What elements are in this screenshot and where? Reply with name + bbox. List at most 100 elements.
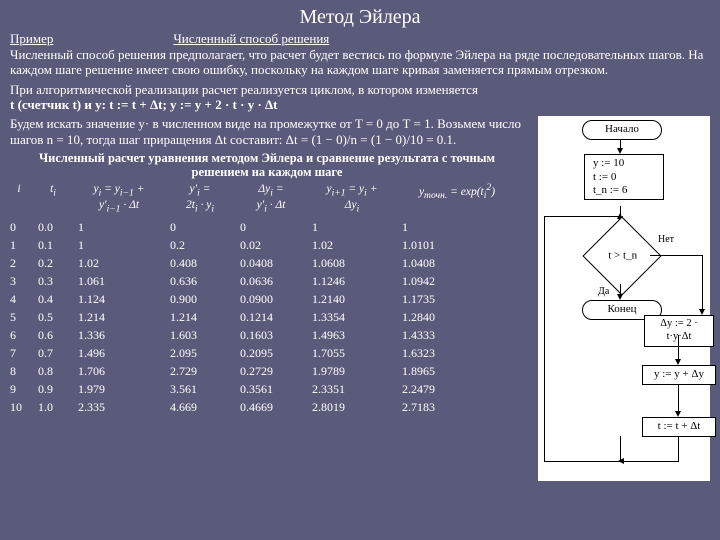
table-row: 00.010011	[10, 219, 522, 237]
cell: 0	[10, 219, 38, 237]
cell: 1.979	[78, 381, 170, 399]
method-label: Численный способ решения	[173, 31, 329, 47]
fc-step1: Δy := 2 · t·y·Δt	[644, 315, 714, 346]
table-row: 50.51.2141.2140.12141.33541.2840	[10, 309, 522, 327]
fc-no: Нет	[658, 234, 674, 245]
cell: 1.214	[78, 309, 170, 327]
cell: 1.0608	[312, 255, 402, 273]
cell: 0.2729	[240, 363, 312, 381]
cell: 1	[78, 237, 170, 255]
col-ti: ti	[38, 182, 78, 219]
cell: 0.3561	[240, 381, 312, 399]
cell: 9	[10, 381, 38, 399]
col-i: i	[10, 182, 38, 219]
cell: 1	[402, 219, 522, 237]
col-y1: yi+1 = yi +Δyi	[312, 182, 402, 219]
cell: 0.408	[170, 255, 240, 273]
cell: 0.2095	[240, 345, 312, 363]
fc-yes: Да	[598, 286, 609, 297]
cell: 0.5	[38, 309, 78, 327]
cell: 0.02	[240, 237, 312, 255]
cell: 1.496	[78, 345, 170, 363]
cell: 0.0408	[240, 255, 312, 273]
cell: 0.0636	[240, 273, 312, 291]
cell: 5	[10, 309, 38, 327]
table-row: 70.71.4962.0950.20951.70551.6323	[10, 345, 522, 363]
cell: 1.02	[312, 237, 402, 255]
page-title: Метод Эйлера	[10, 6, 710, 29]
cell: 2	[10, 255, 38, 273]
flowchart: Начало y := 10 t := 0 t_n := 6 t > t_n Н…	[538, 116, 710, 481]
cell: 0.8	[38, 363, 78, 381]
cell: 2.3351	[312, 381, 402, 399]
table-row: 101.02.3354.6690.46692.80192.7183	[10, 399, 522, 417]
cell: 0	[240, 219, 312, 237]
fc-start: Начало	[582, 120, 662, 139]
cell: 4	[10, 291, 38, 309]
col-yp: y′i =2ti · yi	[170, 182, 240, 219]
cell: 1.4333	[402, 327, 522, 345]
cell: 1.603	[170, 327, 240, 345]
table-row: 90.91.9793.5610.35612.33512.2479	[10, 381, 522, 399]
cell: 2.2479	[402, 381, 522, 399]
cell: 1.0942	[402, 273, 522, 291]
example-label: Пример	[10, 31, 53, 47]
table-row: 60.61.3361.6030.16031.49631.4333	[10, 327, 522, 345]
cell: 1.2140	[312, 291, 402, 309]
cell: 0.1603	[240, 327, 312, 345]
cell: 4.669	[170, 399, 240, 417]
cell: 0.900	[170, 291, 240, 309]
cell: 1.0	[38, 399, 78, 417]
cell: 1.336	[78, 327, 170, 345]
table-row: 40.41.1240.9000.09001.21401.1735	[10, 291, 522, 309]
cell: 1.4963	[312, 327, 402, 345]
table-caption: Численный расчет уравнения методом Эйлер…	[10, 151, 532, 182]
cell: 3.561	[170, 381, 240, 399]
cell: 1	[10, 237, 38, 255]
cell: 2.095	[170, 345, 240, 363]
cell: 1.7055	[312, 345, 402, 363]
cell: 2.8019	[312, 399, 402, 417]
table-row: 10.110.20.021.021.0101	[10, 237, 522, 255]
cell: 0.0	[38, 219, 78, 237]
cell: 0.4	[38, 291, 78, 309]
paragraph-3: Будем искать значение y· в численном вид…	[10, 116, 532, 147]
cell: 0.636	[170, 273, 240, 291]
cell: 1.1735	[402, 291, 522, 309]
cell: 1	[312, 219, 402, 237]
cell: 6	[10, 327, 38, 345]
cell: 2.335	[78, 399, 170, 417]
col-ex: yточн. = exp(ti2)	[402, 182, 522, 219]
cell: 1	[78, 219, 170, 237]
cell: 1.02	[78, 255, 170, 273]
cell: 1.214	[170, 309, 240, 327]
cell: 1.6323	[402, 345, 522, 363]
col-yi: yi = yi−1 +y′i−1 · Δt	[78, 182, 170, 219]
cell: 0.1214	[240, 309, 312, 327]
cell: 10	[10, 399, 38, 417]
fc-init: y := 10 t := 0 t_n := 6	[584, 154, 664, 200]
cell: 0	[170, 219, 240, 237]
cell: 0.3	[38, 273, 78, 291]
cell: 1.3354	[312, 309, 402, 327]
cell: 1.1246	[312, 273, 402, 291]
cell: 0.4669	[240, 399, 312, 417]
cell: 0.0900	[240, 291, 312, 309]
table-row: 30.31.0610.6360.06361.12461.0942	[10, 273, 522, 291]
cell: 0.1	[38, 237, 78, 255]
euler-table: itiyi = yi−1 +y′i−1 · Δty′i =2ti · yiΔyi…	[10, 182, 522, 417]
cell: 0.6	[38, 327, 78, 345]
cell: 1.706	[78, 363, 170, 381]
col-dy: Δyi =y′i · Δt	[240, 182, 312, 219]
cell: 0.7	[38, 345, 78, 363]
cell: 1.0101	[402, 237, 522, 255]
paragraph-2: При алгоритмической реализации расчет ре…	[10, 82, 710, 113]
cell: 0.2	[170, 237, 240, 255]
fc-step2: y := y + Δy	[642, 365, 716, 384]
cell: 0.2	[38, 255, 78, 273]
cell: 1.9789	[312, 363, 402, 381]
table-row: 80.81.7062.7290.27291.97891.8965	[10, 363, 522, 381]
cell: 1.2840	[402, 309, 522, 327]
cell: 1.061	[78, 273, 170, 291]
fc-step3: t := t + Δt	[642, 417, 716, 436]
